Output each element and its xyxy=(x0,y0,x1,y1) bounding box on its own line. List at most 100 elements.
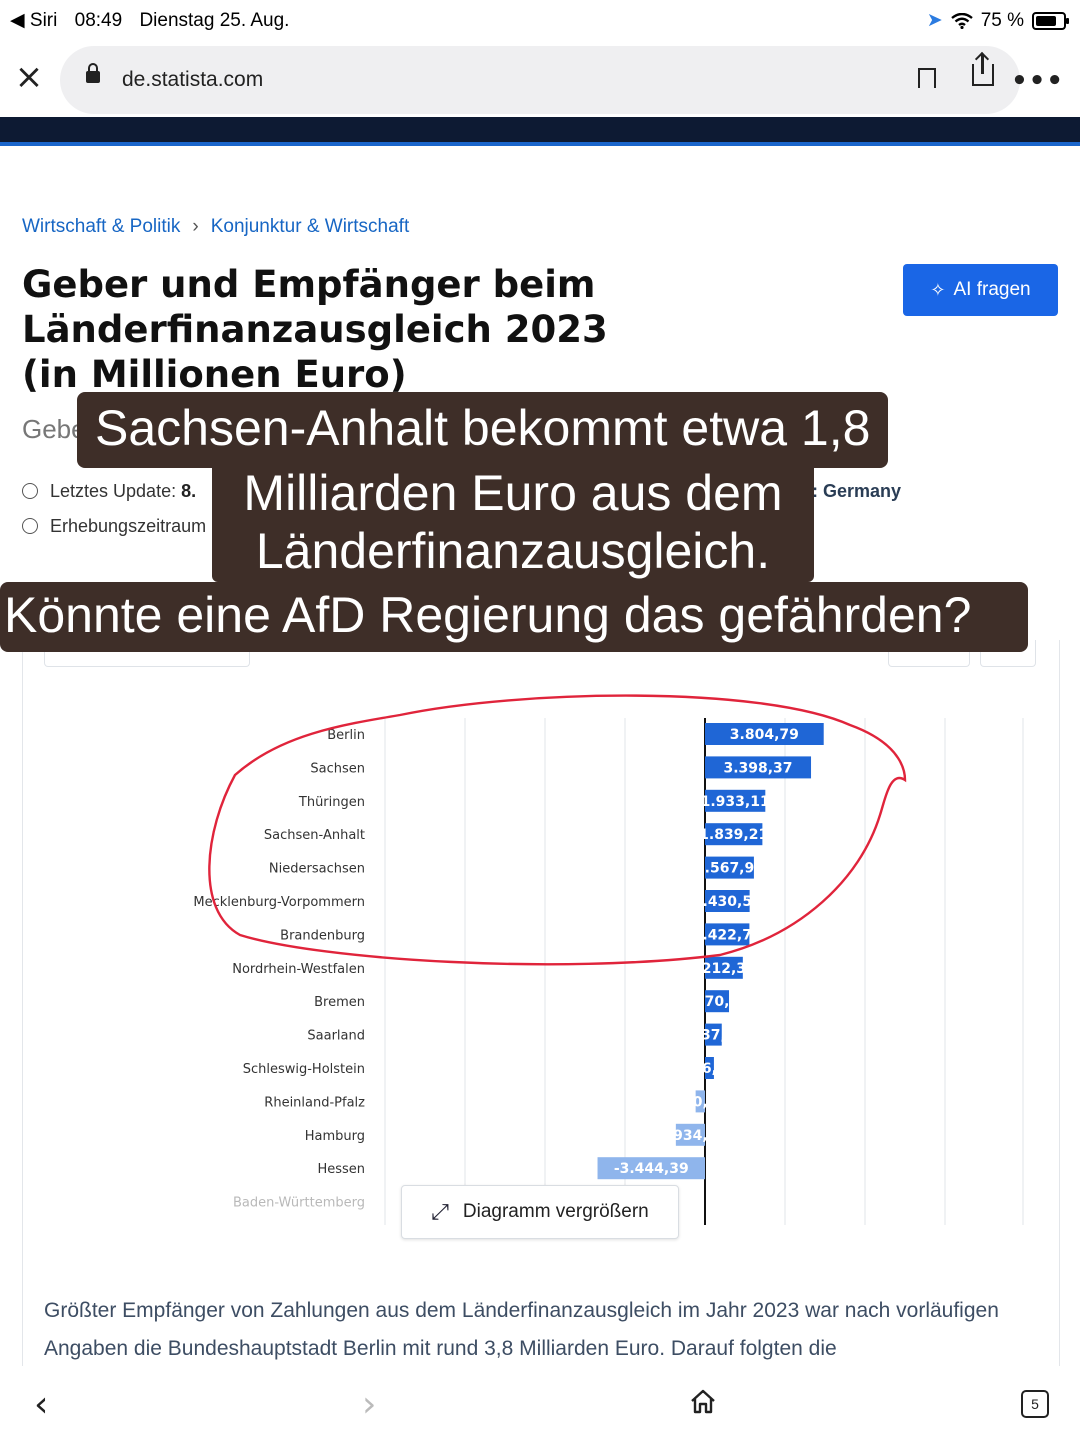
region-prefix: : xyxy=(812,481,818,501)
breadcrumb-item-economy-politics[interactable]: Wirtschaft & Politik xyxy=(22,216,181,237)
bar[interactable] xyxy=(705,823,763,846)
chart-settings-button[interactable] xyxy=(980,640,1036,667)
sparkle-icon: ✧ xyxy=(930,279,946,300)
site-header-accent xyxy=(0,142,1080,146)
bar-value-label: .430,5 xyxy=(703,894,753,910)
caption-line-2: Milliarden Euro aus dem xyxy=(212,462,814,521)
page-title: Geber und Empfänger beim Länderfinanzaus… xyxy=(22,263,608,396)
chart-tabs[interactable] xyxy=(44,640,250,667)
survey-period-row: Erhebungszeitraum xyxy=(22,516,206,537)
status-bar: ◀ Siri 08:49 Dienstag 25. Aug. ➤ 75 % xyxy=(0,0,1080,44)
bar[interactable] xyxy=(597,1157,705,1180)
bar-value-label: 1.839,21 xyxy=(699,827,768,843)
browser-toolbar: × de.statista.com ••• xyxy=(0,44,1080,116)
last-update-value: 8. xyxy=(181,481,197,501)
bar[interactable] xyxy=(705,956,743,979)
bar[interactable] xyxy=(705,756,812,779)
site-header xyxy=(0,117,1080,142)
category-label: Baden-Württemberg xyxy=(233,1196,365,1211)
bar[interactable] xyxy=(705,890,750,912)
category-label: Thüringen xyxy=(298,795,365,810)
url-text[interactable]: de.statista.com xyxy=(122,68,264,91)
chart-tool-button[interactable] xyxy=(888,640,970,667)
chart-description: Größter Empfänger von Zahlungen aus dem … xyxy=(44,1299,999,1360)
category-label: Mecklenburg-Vorpommern xyxy=(193,895,365,910)
category-label: Berlin xyxy=(327,728,365,743)
category-label: Rheinland-Pfalz xyxy=(264,1095,365,1110)
share-icon[interactable] xyxy=(972,54,994,86)
bookmark-icon[interactable] xyxy=(918,68,936,94)
last-update-row: Letztes Update: 8. xyxy=(22,481,196,502)
bar[interactable] xyxy=(705,856,754,879)
last-update-label: Letztes Update: xyxy=(50,481,177,501)
status-date: Dienstag 25. Aug. xyxy=(139,10,290,31)
category-label: Saarland xyxy=(307,1029,365,1044)
category-label: Hessen xyxy=(317,1162,365,1177)
more-options-icon[interactable]: ••• xyxy=(1011,66,1064,96)
breadcrumb-item-economy[interactable]: Konjunktur & Wirtschaft xyxy=(210,216,410,237)
chevron-right-icon: › xyxy=(192,216,199,237)
bar[interactable] xyxy=(695,1090,705,1113)
expand-icon: ⤢ xyxy=(431,1199,449,1224)
tabs-count-button[interactable]: 5 xyxy=(1021,1390,1049,1418)
location-icon: ➤ xyxy=(926,10,943,31)
battery-icon xyxy=(1032,11,1069,30)
status-time: 08:49 xyxy=(74,10,123,31)
bar-value-label: 0, xyxy=(693,1094,708,1110)
address-bar[interactable]: de.statista.com xyxy=(60,46,1020,114)
bar-value-label: 1.933,11 xyxy=(701,794,770,810)
region-name: Germany xyxy=(823,481,902,501)
back-to-app-link[interactable]: ◀ Siri xyxy=(10,10,58,31)
lock-icon xyxy=(86,63,100,83)
bar-value-label: .422,7 xyxy=(702,927,752,943)
bar[interactable] xyxy=(705,723,824,745)
status-left: ◀ Siri 08:49 Dienstag 25. Aug. xyxy=(10,9,301,32)
bar-value-label: .567,9 xyxy=(705,861,755,877)
bar[interactable] xyxy=(705,923,750,946)
browser-bottom-bar: ‹ › 5 xyxy=(0,1366,1080,1440)
status-right: ➤ 75 % xyxy=(926,9,1069,32)
home-icon[interactable] xyxy=(690,1388,716,1414)
bar-value-label: -3.444,39 xyxy=(614,1161,689,1177)
page-subtitle: Gebe xyxy=(22,414,86,444)
bar-value-label: 6, xyxy=(702,1061,717,1077)
category-label: Sachsen xyxy=(310,761,365,776)
survey-period-label: Erhebungszeitraum xyxy=(50,516,207,536)
category-label: Schleswig-Holstein xyxy=(243,1062,365,1077)
category-label: Niedersachsen xyxy=(269,862,365,877)
close-icon[interactable]: × xyxy=(14,57,44,97)
bar[interactable] xyxy=(705,789,766,812)
wifi-icon xyxy=(950,12,973,29)
caption-line-3: Länderfinanzausgleich. xyxy=(212,520,814,582)
back-icon[interactable]: ‹ xyxy=(34,1384,49,1425)
bar-value-label: 3.398,37 xyxy=(723,760,792,776)
region-value: : Germany xyxy=(812,481,901,502)
battery-percent: 75 % xyxy=(980,9,1024,31)
bar[interactable] xyxy=(705,990,730,1013)
bar[interactable] xyxy=(705,1057,714,1079)
bar-value-label: 934, xyxy=(673,1128,708,1144)
ai-ask-label: AI fragen xyxy=(953,279,1031,300)
chart-category-labels: Berlin Sachsen Thüringen Sachsen-Anhalt Nied… xyxy=(193,728,365,1211)
bar[interactable] xyxy=(705,1023,722,1046)
category-label: Bremen xyxy=(314,995,365,1010)
info-icon xyxy=(22,518,38,534)
caption-line-1: Sachsen-Anhalt bekommt etwa 1,8 xyxy=(77,392,889,468)
forward-icon[interactable]: › xyxy=(362,1384,377,1425)
bar-value-label: 70, xyxy=(705,994,730,1010)
category-label: Nordrhein-Westfalen xyxy=(232,962,365,977)
enlarge-chart-button[interactable]: ⤢ Diagramm vergrößern xyxy=(401,1185,679,1239)
bar[interactable] xyxy=(675,1123,705,1146)
bar-value-label: 37, xyxy=(701,1028,726,1044)
chart-bars: 3.804,79 3.398,37 1.933,11 1.839,21 .567,9 .4… xyxy=(597,723,824,1180)
ai-ask-button[interactable]: ✧ AI fragen xyxy=(903,264,1058,316)
hand-drawn-circle-annotation xyxy=(208,694,907,966)
enlarge-chart-label: Diagramm vergrößern xyxy=(462,1201,649,1222)
caption-line-4: Könnte eine AfD Regierung das gefährden? xyxy=(0,582,1028,652)
history-icon xyxy=(22,483,38,499)
breadcrumb: Wirtschaft & Politik › Konjunktur & Wirtsc… xyxy=(22,216,409,238)
category-label: Sachsen-Anhalt xyxy=(264,828,365,843)
category-label: Hamburg xyxy=(305,1129,365,1144)
bar-value-label: 3.804,79 xyxy=(730,727,799,743)
